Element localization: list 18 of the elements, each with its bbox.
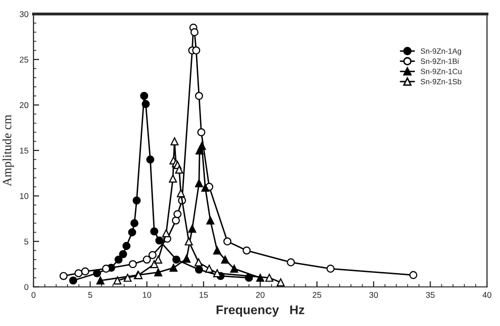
y-axis-title: Amplitude cm	[2, 114, 14, 186]
x-tick-label: 0	[32, 292, 36, 298]
y-tick-label: 30	[20, 11, 28, 18]
y-tick-label: 5	[24, 238, 28, 245]
x-tick-label: 5	[88, 292, 92, 298]
x-tick-label: 35	[426, 292, 435, 298]
x-axis-title: Frequency Hz	[216, 306, 304, 317]
x-tick-label: 30	[369, 292, 378, 298]
x-tick-label: 15	[200, 292, 208, 298]
x-tick-label: 10	[142, 292, 152, 298]
x-tick-label: 25	[312, 292, 322, 298]
y-tick-label: 10	[20, 193, 28, 200]
x-tick-label: 40	[482, 292, 492, 298]
y-tick-label: 20	[20, 102, 28, 108]
y-tick-label: 15	[20, 148, 28, 154]
y-tick-label: 25	[20, 56, 28, 63]
x-tick-label: 20	[256, 292, 265, 298]
y-tick-label: 0	[24, 284, 28, 290]
